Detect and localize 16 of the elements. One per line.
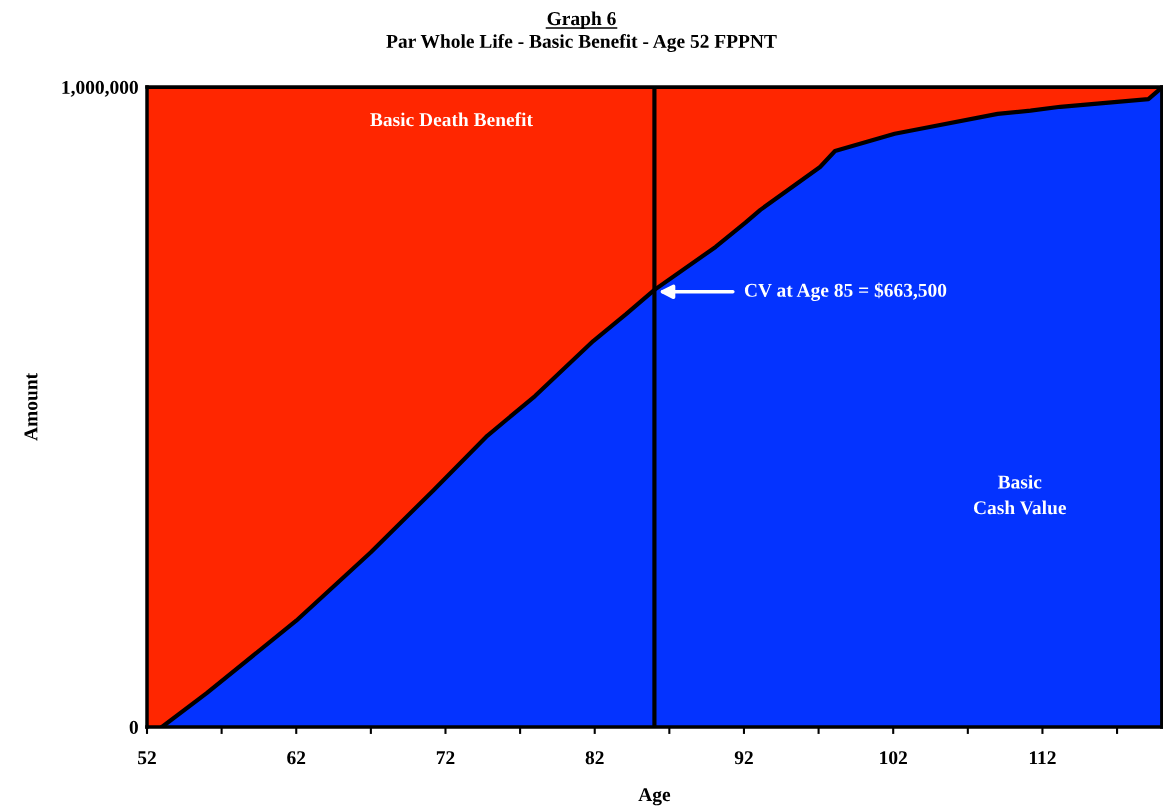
series-label: Basic Death Benefit bbox=[370, 112, 533, 127]
y-axis-title: Amount bbox=[24, 373, 38, 441]
y-tick-label: 0 bbox=[129, 720, 138, 734]
x-axis-title: Age bbox=[638, 788, 671, 806]
x-tick-label: 82 bbox=[585, 751, 604, 765]
x-tick-label: 112 bbox=[1029, 751, 1056, 765]
x-tick-label: 62 bbox=[287, 751, 306, 765]
x-tick-label: 102 bbox=[880, 751, 907, 765]
x-tick-label: 92 bbox=[734, 751, 753, 765]
x-tick-label: 52 bbox=[138, 751, 156, 765]
y-tick-label: 1,000,000 bbox=[62, 80, 138, 97]
annotation: CV at Age 85 = $663,500 bbox=[744, 282, 947, 301]
x-tick-label: 72 bbox=[436, 751, 455, 765]
series-label: Basic Cash Value bbox=[973, 474, 1067, 515]
chart-title: Graph 6 bbox=[547, 11, 616, 30]
chart-subtitle: Par Whole Life - Basic Benefit - Age 52 FPPNT bbox=[386, 34, 777, 53]
